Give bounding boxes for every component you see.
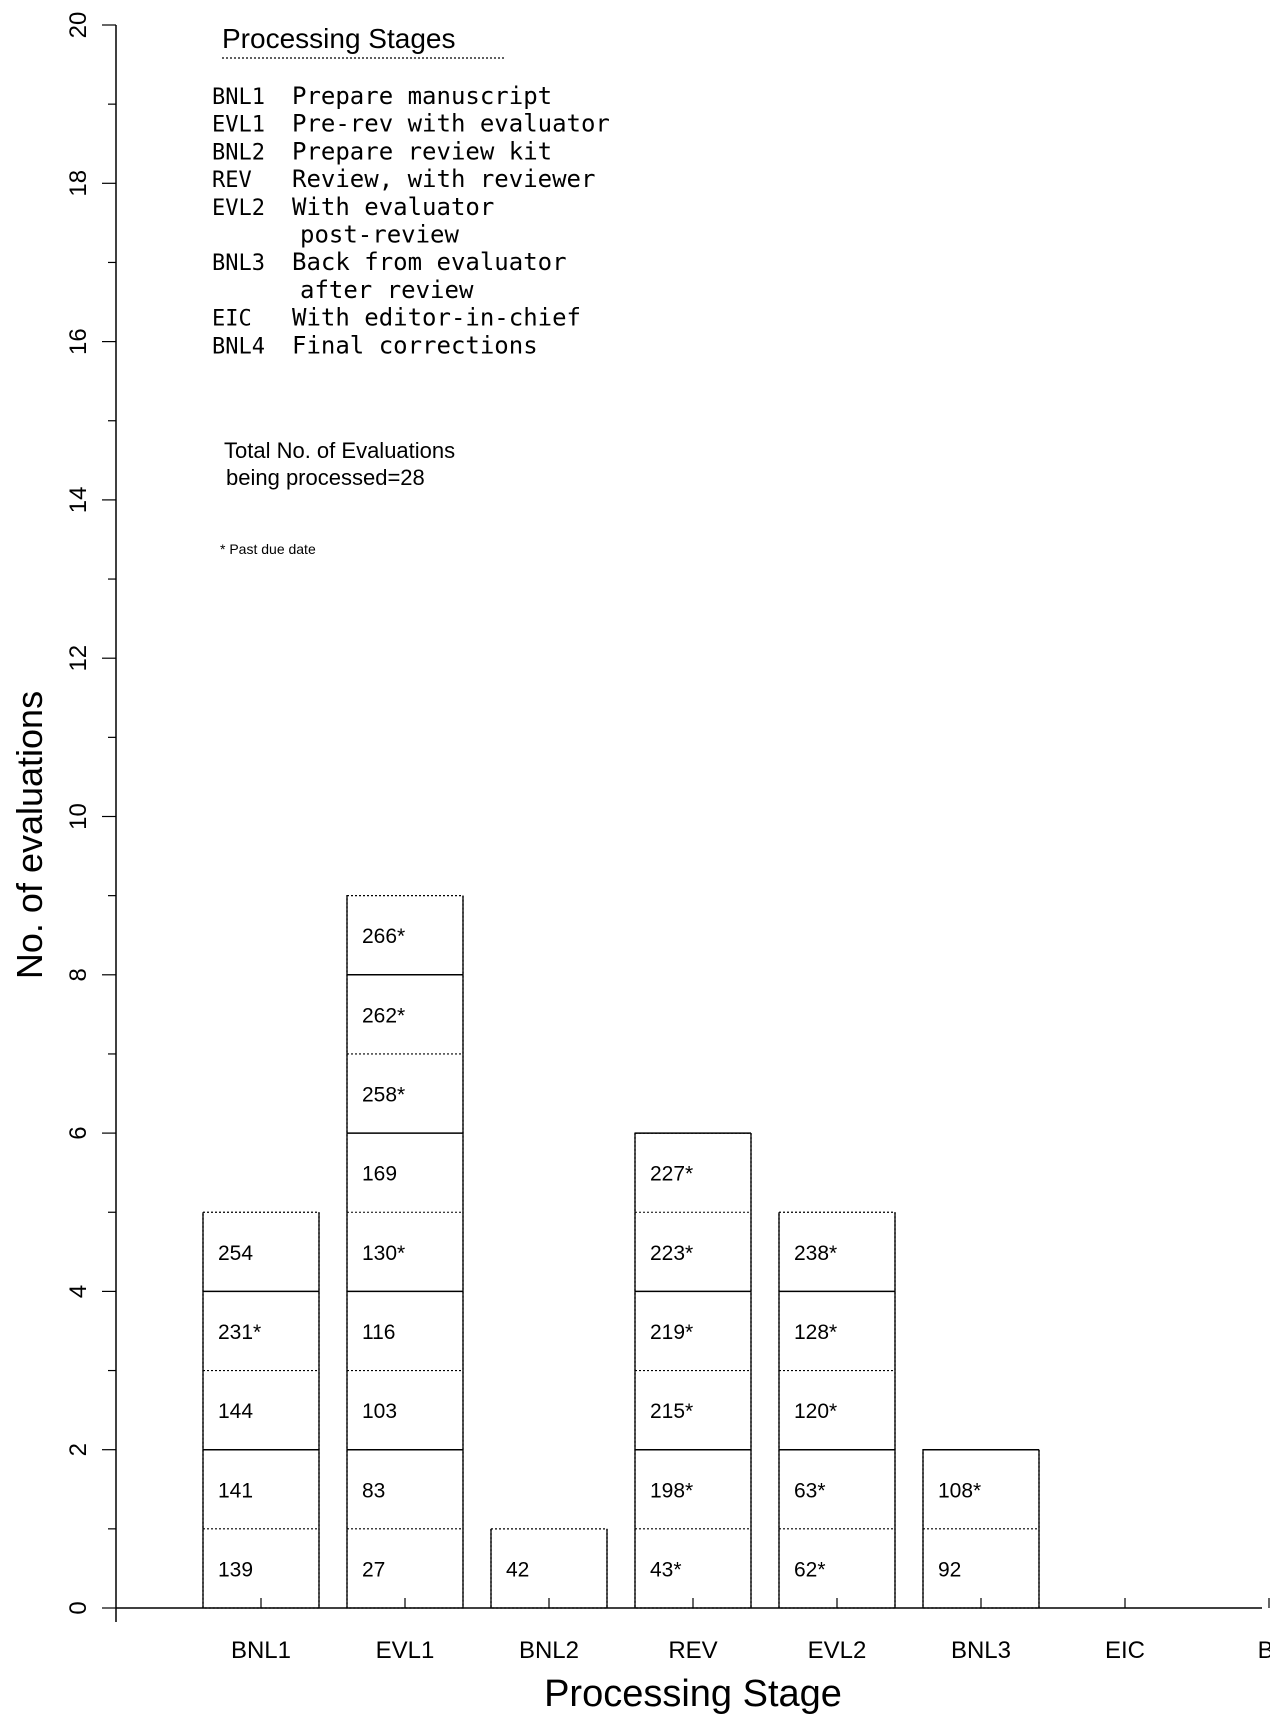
cell-label: 231*: [218, 1321, 261, 1344]
x-tick-label: EVL1: [376, 1637, 435, 1664]
x-tick-label: REV: [668, 1637, 717, 1664]
total-label-line1: Total No. of Evaluations: [224, 438, 455, 463]
cell-label: 223*: [650, 1242, 693, 1265]
bar: 139 141 144 231* 254: [202, 1211, 320, 1609]
x-axis-ticks: BNL1 EVL1 BNL2 REV EVL2 BNL3 EIC B.: [231, 1598, 1270, 1664]
legend-code: BNL4: [212, 334, 265, 359]
cell-label: 266*: [362, 925, 405, 948]
y-tick-label: 6: [65, 1126, 92, 1139]
y-tick-label: 2: [65, 1443, 92, 1456]
y-tick-label: 8: [65, 968, 92, 981]
cell-label: 42: [506, 1558, 529, 1581]
y-tick-label: 20: [65, 12, 92, 39]
cell-label: 27: [362, 1558, 385, 1581]
cell-label: 92: [938, 1558, 961, 1581]
cell-label: 108*: [938, 1479, 981, 1502]
x-tick-label: BNL3: [951, 1637, 1011, 1664]
y-tick-label: 12: [65, 645, 92, 672]
cell-label: 120*: [794, 1400, 837, 1423]
bar-outline: [490, 1528, 608, 1609]
bar: 27 83 103 116 130* 169 258* 262* 266*: [346, 895, 464, 1609]
x-tick-label: B.: [1258, 1637, 1270, 1664]
legend-text: Prepare manuscript: [292, 82, 552, 110]
legend-text: With evaluator: [292, 193, 494, 221]
legend-text: Prepare review kit: [292, 137, 552, 165]
legend-entries: BNL1 Prepare manuscript EVL1 Pre-rev with e…: [212, 82, 610, 359]
cell-label: 254: [218, 1242, 253, 1265]
y-tick-label: 16: [65, 328, 92, 355]
x-tick-label: EIC: [1105, 1637, 1145, 1664]
legend-text: With editor-in-chief: [292, 304, 581, 332]
cell-label: 139: [218, 1558, 253, 1581]
legend-code: REV: [212, 168, 252, 193]
cell-label: 227*: [650, 1163, 693, 1186]
cell-label: 63*: [794, 1479, 826, 1502]
legend-code: BNL3: [212, 251, 265, 276]
x-axis-title: Processing Stage: [544, 1673, 842, 1715]
cell-label: 215*: [650, 1400, 693, 1423]
cell-label: 169: [362, 1163, 397, 1186]
legend-text: Pre-rev with evaluator: [292, 110, 610, 138]
cell-label: 43*: [650, 1558, 682, 1581]
total-label-line2: being processed=28: [226, 465, 425, 490]
bar: 43* 198* 215* 219* 223* 227*: [634, 1132, 752, 1609]
legend-code: BNL1: [212, 85, 265, 110]
bar: 42: [490, 1528, 608, 1609]
cell-label: 130*: [362, 1242, 405, 1265]
cell-label: 238*: [794, 1242, 837, 1265]
legend-text: Final corrections: [292, 331, 538, 359]
legend-code: BNL2: [212, 140, 265, 165]
y-tick-label: 10: [65, 803, 92, 830]
x-tick-label: BNL2: [519, 1637, 579, 1664]
legend-text: Back from evaluator: [292, 248, 567, 276]
legend-heading: Processing Stages: [222, 23, 455, 54]
legend-text: Review, with reviewer: [292, 165, 595, 193]
y-tick-label: 14: [65, 487, 92, 514]
past-due-note: * Past due date: [220, 541, 316, 557]
legend-code: EVL2: [212, 196, 265, 221]
cell-label: 144: [218, 1400, 253, 1423]
cell-label: 83: [362, 1479, 385, 1502]
bars: 139 141 144 231* 254 27 83 103 116 130* 169 258* 262…: [202, 895, 1040, 1609]
y-axis-title: No. of evaluations: [9, 691, 50, 979]
legend-text: after review: [300, 276, 474, 304]
cell-label: 262*: [362, 1004, 405, 1027]
y-axis-ticks: 0 2 4 6 8 10 12 14 16 18 20: [65, 12, 116, 1615]
cell-label: 219*: [650, 1321, 693, 1344]
cell-label: 128*: [794, 1321, 837, 1344]
x-tick-label: BNL1: [231, 1637, 291, 1664]
cell-label: 141: [218, 1479, 253, 1502]
y-tick-label: 4: [65, 1285, 92, 1298]
legend-text: post-review: [300, 221, 459, 249]
y-tick-label: 18: [65, 170, 92, 197]
bar: 62* 63* 120* 128* 238*: [778, 1211, 896, 1609]
y-tick-label: 0: [65, 1601, 92, 1614]
legend-code: EIC: [212, 307, 252, 332]
bar: 92 108*: [922, 1448, 1040, 1609]
x-tick-label: EVL2: [808, 1637, 867, 1664]
cell-label: 258*: [362, 1084, 405, 1107]
cell-label: 62*: [794, 1558, 826, 1581]
cell-label: 116: [362, 1321, 395, 1344]
cell-label: 198*: [650, 1479, 693, 1502]
cell-label: 103: [362, 1400, 397, 1423]
legend-code: EVL1: [212, 113, 265, 138]
